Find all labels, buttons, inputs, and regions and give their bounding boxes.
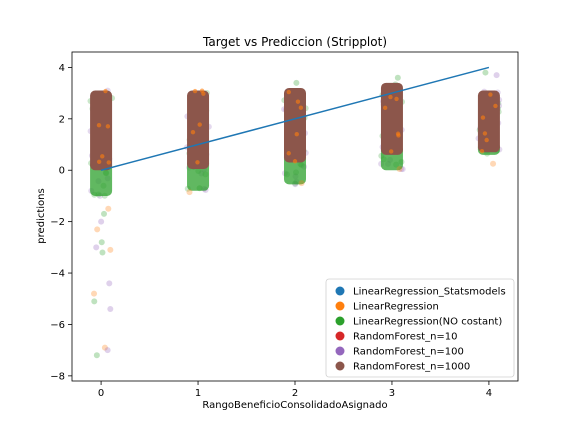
x-tick-label: 2 bbox=[292, 388, 298, 399]
strip-outlier-point bbox=[396, 165, 403, 172]
strip-band bbox=[187, 90, 210, 169]
strip-outlier-point bbox=[93, 352, 100, 359]
x-tick-label: 4 bbox=[486, 388, 492, 399]
strip-outlier-point bbox=[482, 69, 489, 76]
strip-outlier-point bbox=[94, 226, 101, 233]
strip-speckle bbox=[395, 131, 401, 136]
strip-speckle bbox=[480, 115, 486, 120]
strip-speckle bbox=[286, 151, 291, 156]
strip-outlier-point bbox=[298, 180, 305, 187]
reference-line bbox=[100, 66, 490, 171]
strip-outlier-point bbox=[196, 185, 203, 192]
legend-marker bbox=[335, 346, 345, 356]
plot-area: 0 1 2 3 4 −8 −6 −4 −2 0 2 4 LinearRegression_Statsmo… bbox=[50, 51, 519, 399]
y-axis-label: predictions bbox=[36, 188, 47, 243]
strip-speckle bbox=[105, 124, 111, 129]
legend-label: LinearRegression_Statsmodels bbox=[353, 287, 506, 298]
legend-box bbox=[325, 278, 515, 378]
legend-label: RandomForest_n=1000 bbox=[353, 362, 470, 373]
x-tick-label: 3 bbox=[389, 388, 395, 399]
strip-speckle bbox=[197, 122, 202, 127]
strip-speckle bbox=[295, 99, 301, 104]
strip-speckle bbox=[96, 159, 102, 164]
strip-outlier-point bbox=[104, 347, 111, 354]
strip-band bbox=[90, 90, 113, 171]
strip-outlier-point bbox=[101, 210, 108, 217]
strip-outlier-point bbox=[99, 249, 106, 256]
strip-speckle bbox=[488, 92, 493, 97]
strip-speckle bbox=[195, 160, 200, 165]
y-tick-label: 0 bbox=[59, 166, 65, 177]
strip-outlier-point bbox=[293, 79, 300, 86]
y-tick-label: 2 bbox=[59, 114, 65, 125]
strip-outlier-point bbox=[101, 344, 108, 351]
strip-speckle bbox=[190, 129, 196, 135]
legend-marker bbox=[335, 316, 345, 326]
strip-speckle bbox=[106, 160, 111, 165]
legend-marker bbox=[335, 361, 345, 371]
strip-speckle bbox=[103, 88, 108, 94]
legend-label: LinearRegression bbox=[353, 302, 439, 313]
strip-outlier-point bbox=[107, 306, 114, 313]
x-tick-label: 1 bbox=[195, 388, 201, 399]
strip-outlier-point bbox=[107, 246, 114, 253]
strip-outlier-point bbox=[105, 205, 112, 212]
x-tick-label: 0 bbox=[98, 388, 104, 399]
strip-speckle bbox=[298, 105, 304, 110]
legend-marker bbox=[335, 301, 345, 311]
y-tick-label: −6 bbox=[50, 320, 65, 331]
strip-outlier-point bbox=[394, 74, 401, 81]
strip-outlier-point bbox=[186, 189, 193, 196]
x-axis-label: RangoBeneficioConsolidadoAsignado bbox=[202, 400, 387, 411]
strip-speckle bbox=[493, 103, 498, 109]
strip-speckle bbox=[388, 149, 394, 154]
strip-speckle bbox=[286, 89, 291, 95]
strip-outlier-point bbox=[93, 244, 100, 251]
y-tick-label: −4 bbox=[50, 269, 65, 280]
strip-speckle bbox=[479, 149, 485, 154]
strip-outlier-point bbox=[98, 239, 105, 246]
y-tick-label: 4 bbox=[59, 63, 65, 74]
strip-speckle bbox=[294, 132, 299, 137]
strip-band bbox=[284, 87, 306, 163]
legend-label: LinearRegression(NO costant) bbox=[353, 317, 502, 328]
legend-label: RandomForest_n=10 bbox=[353, 332, 458, 343]
chart-title: Target vs Prediccion (Stripplot) bbox=[202, 35, 387, 49]
strip-outlier-point bbox=[91, 298, 98, 305]
strip-outlier-point bbox=[490, 160, 497, 167]
legend-label: RandomForest_n=100 bbox=[353, 347, 464, 358]
strip-speckle bbox=[201, 91, 206, 96]
strip-outlier-point bbox=[91, 290, 98, 297]
strip-speckle bbox=[100, 154, 105, 159]
strip-speckle bbox=[192, 88, 198, 94]
strip-speckle bbox=[394, 96, 399, 102]
strip-speckle bbox=[96, 123, 102, 128]
legend-marker bbox=[335, 286, 345, 296]
legend-marker bbox=[335, 331, 345, 341]
strip-speckle bbox=[484, 137, 489, 143]
strip-outlier-point bbox=[106, 280, 113, 287]
strip-outlier-point bbox=[493, 72, 500, 79]
strip-speckle bbox=[388, 94, 393, 100]
y-tick-label: −2 bbox=[50, 217, 65, 228]
strip-speckle bbox=[382, 105, 388, 111]
strip-speckle bbox=[292, 159, 298, 164]
strip-speckle bbox=[482, 131, 488, 136]
y-tick-label: −8 bbox=[50, 371, 65, 382]
strip-band bbox=[477, 90, 500, 153]
strip-outlier-point bbox=[98, 218, 105, 225]
